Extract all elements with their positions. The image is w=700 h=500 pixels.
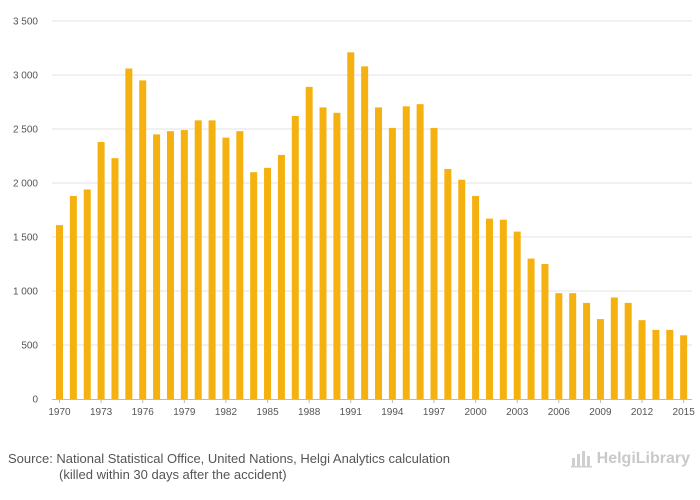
bar-1977 (153, 134, 161, 399)
bar-1987 (291, 116, 299, 399)
bar-2002 (499, 219, 507, 399)
bar-1998 (444, 168, 452, 399)
source-footer: Source: National Statistical Office, Uni… (8, 451, 450, 483)
x-tick-label: 1982 (215, 407, 238, 418)
x-tick-label: 2009 (589, 407, 612, 418)
y-tick-label: 1 000 (13, 287, 38, 298)
x-tick-label: 1973 (90, 407, 113, 418)
bar-1989 (319, 107, 327, 400)
bar-2014 (666, 329, 674, 399)
bar-1973 (97, 141, 105, 399)
x-tick-label: 2012 (631, 407, 654, 418)
x-tick-label: 2000 (464, 407, 487, 418)
bar-1999 (458, 179, 466, 399)
brand-logo: HelgiLibrary (570, 450, 690, 468)
bar-1993 (375, 107, 383, 400)
x-tick-label: 2003 (506, 407, 529, 418)
bar-1991 (347, 52, 355, 399)
bar-2009 (596, 319, 604, 399)
source-text: Source: National Statistical Office, Uni… (8, 451, 450, 466)
x-tick-label: 1976 (132, 407, 155, 418)
bar-2006 (555, 293, 563, 399)
bars-logo-icon (570, 451, 592, 468)
x-tick-label: 2006 (548, 407, 571, 418)
bar-1996 (416, 104, 424, 399)
x-tick-label: 1997 (423, 407, 446, 418)
bar-1976 (139, 80, 147, 400)
bar-2012 (638, 320, 646, 399)
x-tick-label: 1970 (48, 407, 71, 418)
bar-1997 (430, 127, 438, 400)
bar-2001 (485, 218, 493, 399)
gridlines (52, 20, 692, 346)
x-tick-label: 2015 (673, 407, 696, 418)
bar-1974 (111, 158, 119, 399)
x-axis-ticks: 1970 1973 1976 1979 1982 1985 1988 1991 1994 1997… (48, 399, 695, 418)
y-tick-label: 3 500 (13, 17, 38, 28)
bar-1988 (305, 86, 313, 399)
bar-1978 (166, 131, 174, 399)
bar-1982 (222, 137, 230, 399)
x-tick-label: 1988 (298, 407, 321, 418)
bar-1970 (56, 225, 63, 399)
bar-2000 (472, 195, 480, 399)
y-tick-label: 500 (21, 341, 38, 352)
x-tick-label: 1994 (381, 407, 404, 418)
bar-2010 (610, 297, 618, 399)
bar-2005 (541, 264, 549, 399)
bar-1979 (180, 130, 188, 399)
bar-1992 (361, 66, 369, 400)
x-tick-label: 1979 (173, 407, 196, 418)
bar-1980 (194, 120, 202, 400)
y-axis-ticks: 0 500 1 000 1 500 2 000 2 500 3 000 3 500 (13, 17, 38, 406)
bar-2003 (513, 231, 521, 399)
bar-1972 (83, 189, 91, 399)
bar-2007 (569, 293, 577, 399)
bar-1985 (264, 167, 272, 399)
brand-name: HelgiLibrary (596, 450, 690, 467)
bar-1995 (402, 106, 410, 399)
bar-2008 (583, 302, 591, 399)
bar-2004 (527, 258, 535, 399)
bar-1971 (69, 195, 77, 399)
y-tick-label: 0 (32, 395, 38, 406)
bar-2011 (624, 302, 632, 399)
y-tick-label: 3 000 (13, 71, 38, 82)
bar-1983 (236, 131, 244, 399)
bar-2013 (652, 329, 660, 399)
x-tick-label: 1991 (340, 407, 363, 418)
bar-1990 (333, 112, 341, 400)
bar-1975 (125, 68, 133, 400)
bar-1984 (250, 172, 258, 399)
bar-2015 (680, 335, 688, 399)
bar-series (56, 52, 688, 400)
bar-1986 (277, 154, 285, 399)
y-tick-label: 2 500 (13, 125, 38, 136)
bar-1981 (208, 120, 216, 400)
x-tick-label: 1985 (256, 407, 279, 418)
source-note: (killed within 30 days after the acciden… (59, 467, 287, 482)
y-tick-label: 2 000 (13, 179, 38, 190)
y-tick-label: 1 500 (13, 233, 38, 244)
bar-1994 (388, 127, 396, 400)
